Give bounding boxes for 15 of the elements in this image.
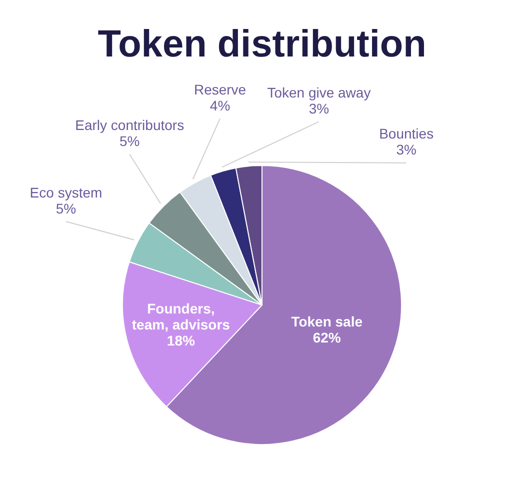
data-label: 5% bbox=[119, 133, 140, 150]
data-label: 3% bbox=[308, 100, 330, 117]
slice-label: Token give away bbox=[267, 84, 371, 101]
data-label: 3% bbox=[396, 142, 416, 158]
chart-title: Token distribution bbox=[98, 23, 426, 66]
slice-label: Bounties bbox=[379, 126, 434, 142]
slice-label: Founders, team, advisors bbox=[132, 300, 230, 333]
data-label: 18% bbox=[166, 332, 196, 349]
data-label: 5% bbox=[56, 200, 76, 216]
slice-label: Eco system bbox=[30, 184, 102, 200]
slice-label: Token sale bbox=[291, 314, 363, 330]
slice-label: Early contributors bbox=[75, 117, 184, 134]
data-label: 4% bbox=[210, 97, 230, 114]
data-label: 62% bbox=[312, 330, 342, 346]
slice-label: Reserve bbox=[194, 81, 246, 98]
